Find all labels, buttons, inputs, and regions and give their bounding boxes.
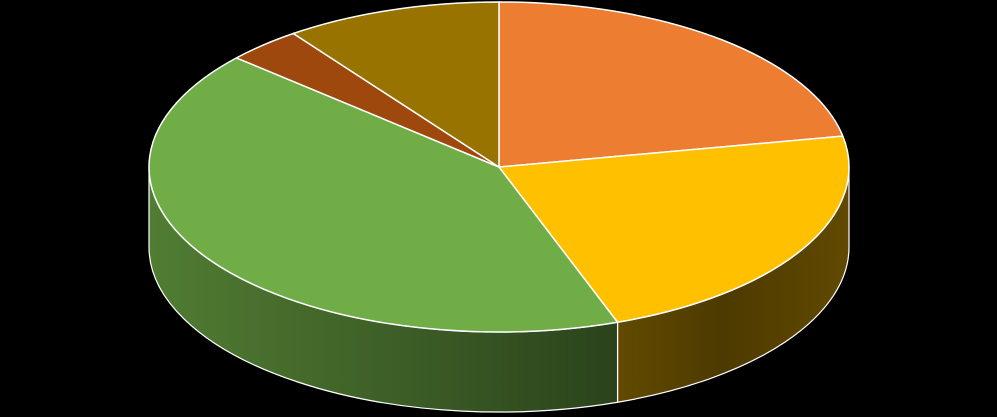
pie-slices (148, 1, 850, 333)
pie-slice-1 (498, 1, 844, 168)
pie-slice-2 (498, 135, 850, 323)
pie-slice-3 (148, 57, 619, 333)
pie-slice-5 (292, 1, 500, 168)
